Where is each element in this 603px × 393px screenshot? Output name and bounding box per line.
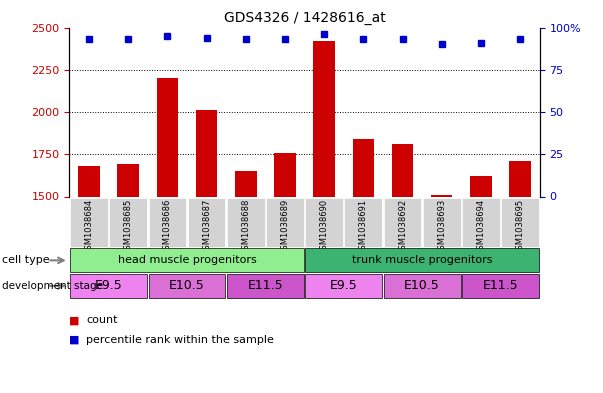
Bar [384,274,461,298]
Text: GSM1038695: GSM1038695 [516,199,525,255]
Bar [353,139,374,196]
Text: cell type: cell type [2,255,49,265]
Bar [227,274,304,298]
Text: head muscle progenitors: head muscle progenitors [118,255,256,265]
Text: E11.5: E11.5 [247,279,283,292]
Text: GSM1038685: GSM1038685 [124,199,133,255]
Text: trunk muscle progenitors: trunk muscle progenitors [352,255,493,265]
Text: GSM1038687: GSM1038687 [202,199,211,255]
Text: GSM1038686: GSM1038686 [163,199,172,255]
Text: GSM1038684: GSM1038684 [84,199,93,255]
Bar [344,198,382,246]
Text: GSM1038690: GSM1038690 [320,199,329,255]
Text: ■: ■ [69,315,80,325]
Text: GSM1038693: GSM1038693 [437,199,446,255]
Bar [118,163,139,196]
Text: development stage: development stage [2,281,103,291]
Text: E9.5: E9.5 [330,279,358,292]
Text: GSM1038688: GSM1038688 [241,199,250,255]
Bar [274,152,295,196]
Bar [305,274,382,298]
Bar [305,248,539,272]
Bar [510,161,531,196]
Text: ■: ■ [69,335,80,345]
Text: percentile rank within the sample: percentile rank within the sample [86,335,274,345]
Bar [462,198,500,246]
Bar [423,198,461,246]
Bar [70,274,147,298]
Text: E9.5: E9.5 [95,279,122,292]
Bar [157,78,178,196]
Bar [462,274,539,298]
Bar [305,198,343,246]
Bar [70,198,108,246]
Bar [501,198,539,246]
Bar [148,198,186,246]
Bar [109,198,147,246]
Bar [196,110,217,196]
Text: GSM1038692: GSM1038692 [398,199,407,255]
Bar [70,248,304,272]
Bar [188,198,226,246]
Text: GSM1038691: GSM1038691 [359,199,368,255]
Bar [148,274,226,298]
Text: E10.5: E10.5 [404,279,440,292]
Bar [384,198,421,246]
Text: count: count [86,315,118,325]
Title: GDS4326 / 1428616_at: GDS4326 / 1428616_at [224,11,385,25]
Text: GSM1038689: GSM1038689 [280,199,289,255]
Bar [78,166,99,196]
Bar [431,195,452,196]
Bar [227,198,265,246]
Bar [235,171,256,196]
Text: E11.5: E11.5 [482,279,519,292]
Text: E10.5: E10.5 [169,279,205,292]
Bar [392,144,413,196]
Bar [266,198,304,246]
Text: GSM1038694: GSM1038694 [476,199,485,255]
Bar [470,176,491,196]
Bar [314,41,335,196]
